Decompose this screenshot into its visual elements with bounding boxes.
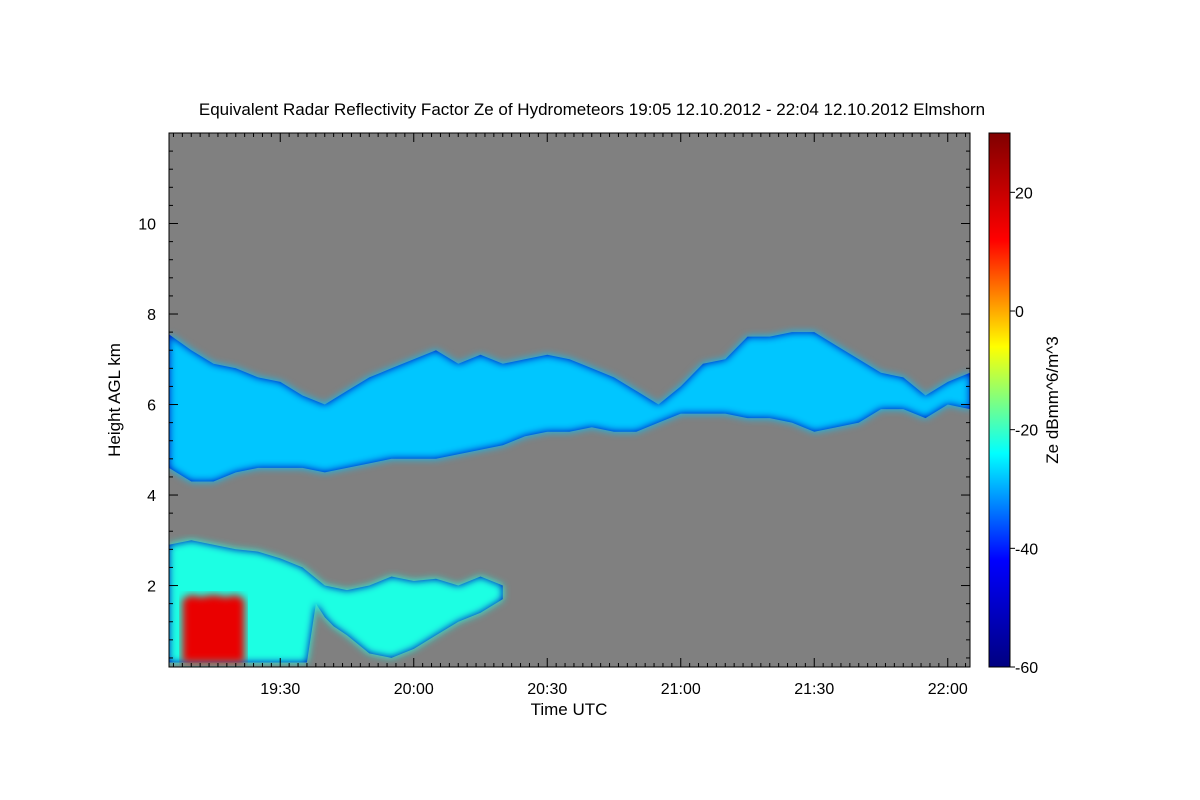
y-tick-label: 8: [147, 307, 156, 324]
x-tick-label: 19:30: [260, 681, 300, 698]
region-1-core: [169, 540, 503, 663]
colorbar-label: Ze dBmm^6/m^3: [1043, 336, 1062, 463]
colorbar-axis: 20 0 -20 -40 -60: [1010, 185, 1038, 677]
region-2: [182, 594, 245, 663]
y-axis: 2 4 6 8 10: [138, 150, 970, 659]
x-axis-label: Time UTC: [531, 700, 608, 719]
region-0: [169, 332, 970, 482]
colorbar-tick-label: -60: [1015, 660, 1038, 677]
y-tick-label: 6: [147, 398, 156, 415]
y-tick-label: 10: [138, 217, 156, 234]
region-2-core: [182, 594, 245, 663]
y-axis-label: Height AGL km: [105, 343, 124, 457]
x-tick-label: 20:30: [527, 681, 567, 698]
reflectivity-field: [169, 332, 970, 663]
colorbar-tick-label: 20: [1015, 185, 1033, 202]
colorbar-tick-label: -20: [1015, 423, 1038, 440]
region-1: [169, 540, 503, 663]
colorbar: [988, 132, 1011, 668]
y-tick-label: 4: [147, 488, 156, 505]
x-tick-label: 22:00: [928, 681, 968, 698]
x-tick-label: 20:00: [394, 681, 434, 698]
x-tick-label: 21:00: [661, 681, 701, 698]
colorbar-tick-label: 0: [1015, 304, 1024, 321]
colorbar-tick-label: -40: [1015, 541, 1038, 558]
chart-title: Equivalent Radar Reflectivity Factor Ze …: [199, 100, 985, 119]
x-axis: 19:30 20:00 20:30 21:00 21:30 22:00: [172, 133, 968, 698]
region-0-core: [169, 332, 970, 482]
plot-frame: [168, 132, 971, 668]
x-tick-label: 21:30: [794, 681, 834, 698]
y-tick-label: 2: [147, 579, 156, 596]
